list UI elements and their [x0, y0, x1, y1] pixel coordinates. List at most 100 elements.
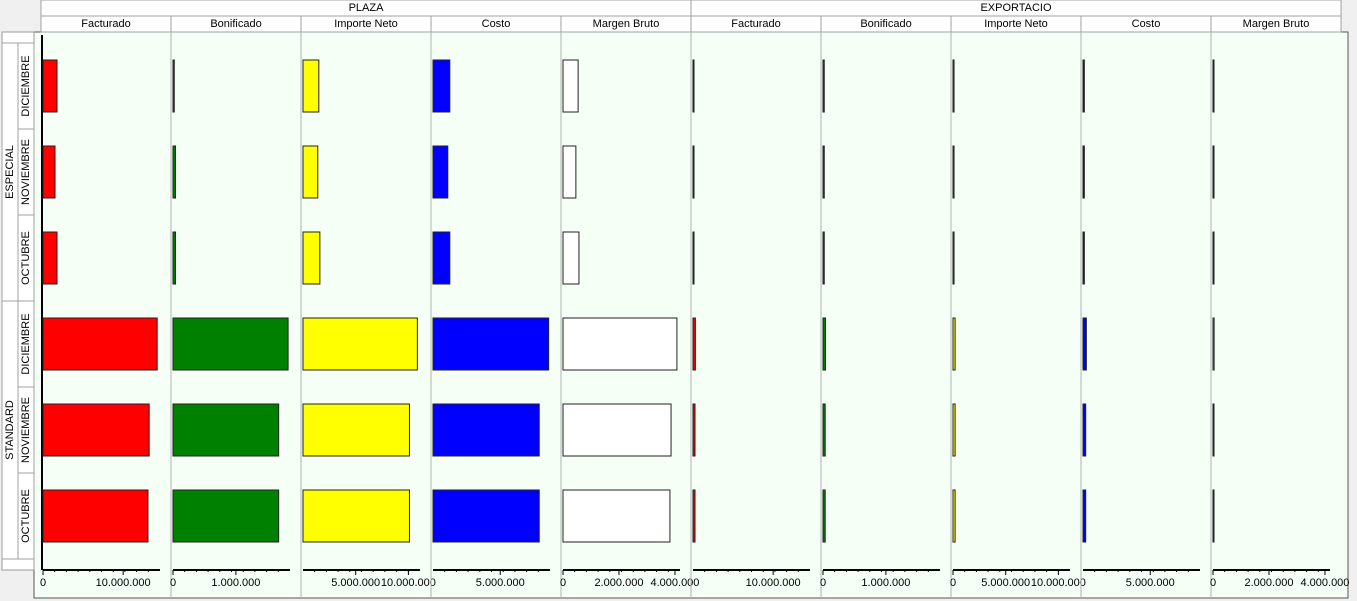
row-group: STANDARD	[4, 400, 16, 460]
bar	[302, 59, 320, 113]
x-tick-label: 0	[820, 577, 826, 589]
bar	[562, 317, 678, 371]
bar	[172, 403, 280, 457]
x-tick-label: 0	[170, 577, 176, 589]
bar	[1212, 317, 1215, 371]
bar	[1212, 403, 1215, 457]
bar	[952, 59, 955, 113]
row-category: DICIEMBRE	[20, 55, 32, 116]
x-tick-label: 1.000.000	[861, 577, 910, 589]
x-tick-label: 10.000.000	[746, 577, 801, 589]
row-category: DICIEMBRE	[20, 313, 32, 374]
bar	[302, 317, 418, 371]
row-category: OCTUBRE	[20, 489, 32, 543]
measure-header-cell	[1210, 15, 1342, 33]
bar	[302, 231, 321, 285]
bar	[822, 231, 825, 285]
bar	[1082, 145, 1085, 199]
bar	[822, 489, 826, 543]
x-tick-label: 5.000.000	[331, 577, 380, 589]
row-category: NOVIEMBRE	[20, 397, 32, 463]
measure-header: Margen Bruto	[593, 18, 660, 30]
bar	[1082, 403, 1087, 457]
x-tick-label: 10.000.000	[381, 577, 436, 589]
bar	[562, 489, 671, 543]
bar	[692, 145, 695, 199]
bar	[432, 489, 540, 543]
bar	[432, 317, 550, 371]
bar	[1212, 145, 1215, 199]
bar	[432, 59, 451, 113]
bar	[692, 489, 696, 543]
bar	[42, 145, 56, 199]
bar	[562, 59, 579, 113]
bar	[952, 231, 955, 285]
bar	[952, 403, 956, 457]
measure-header: Margen Bruto	[1243, 18, 1310, 30]
bar	[1082, 317, 1087, 371]
bar	[1212, 59, 1215, 113]
row-group: ESPECIAL	[4, 145, 16, 199]
bar	[302, 489, 410, 543]
x-tick-label: 2.000.000	[1245, 577, 1294, 589]
bar	[692, 59, 695, 113]
bar	[42, 59, 58, 113]
bar	[1082, 489, 1087, 543]
bar	[432, 145, 449, 199]
x-tick-label: 0	[950, 577, 956, 589]
x-tick-label: 0	[40, 577, 46, 589]
group-header: EXPORTACIO	[980, 2, 1052, 14]
group-header: PLAZA	[349, 2, 385, 14]
bar	[692, 403, 696, 457]
x-tick-label: 0	[560, 577, 566, 589]
x-tick-label: 10.000.000	[96, 577, 151, 589]
bar	[302, 403, 410, 457]
bar	[172, 231, 177, 285]
x-tick-label: 2.000.000	[595, 577, 644, 589]
bar	[822, 317, 827, 371]
measure-header: Costo	[1132, 18, 1161, 30]
bar	[42, 231, 58, 285]
bar	[822, 145, 825, 199]
x-tick-label: 0	[1210, 577, 1216, 589]
x-tick-label: 4.000.000	[650, 577, 699, 589]
bar	[692, 231, 695, 285]
x-tick-label: 5.000.000	[981, 577, 1030, 589]
row-category: NOVIEMBRE	[20, 139, 32, 205]
bar	[172, 317, 289, 371]
bar	[432, 231, 451, 285]
bar	[42, 403, 150, 457]
bar	[822, 403, 826, 457]
measure-header: Facturado	[81, 18, 131, 30]
bar	[42, 489, 149, 543]
bar	[432, 403, 540, 457]
bar	[302, 145, 319, 199]
row-group-cell	[1, 300, 19, 560]
bar	[822, 59, 825, 113]
bar	[562, 403, 672, 457]
bar	[952, 145, 955, 199]
bar	[172, 59, 175, 113]
bar	[1082, 59, 1085, 113]
x-tick-label: 5.000.000	[476, 577, 525, 589]
bar	[172, 145, 177, 199]
measure-header: Importe Neto	[334, 18, 398, 30]
x-tick-label: 1.000.000	[211, 577, 260, 589]
bar	[562, 231, 580, 285]
bar	[952, 317, 956, 371]
bar	[952, 489, 956, 543]
bar	[1082, 231, 1085, 285]
bar	[562, 145, 577, 199]
measure-header: Bonificado	[210, 18, 261, 30]
measure-header: Facturado	[731, 18, 781, 30]
bar	[42, 317, 158, 371]
row-category: OCTUBRE	[20, 231, 32, 285]
bar	[1212, 231, 1215, 285]
x-tick-label: 4.000.000	[1300, 577, 1349, 589]
bar	[172, 489, 280, 543]
measure-header: Bonificado	[860, 18, 911, 30]
bar	[1212, 489, 1215, 543]
bar	[692, 317, 696, 371]
